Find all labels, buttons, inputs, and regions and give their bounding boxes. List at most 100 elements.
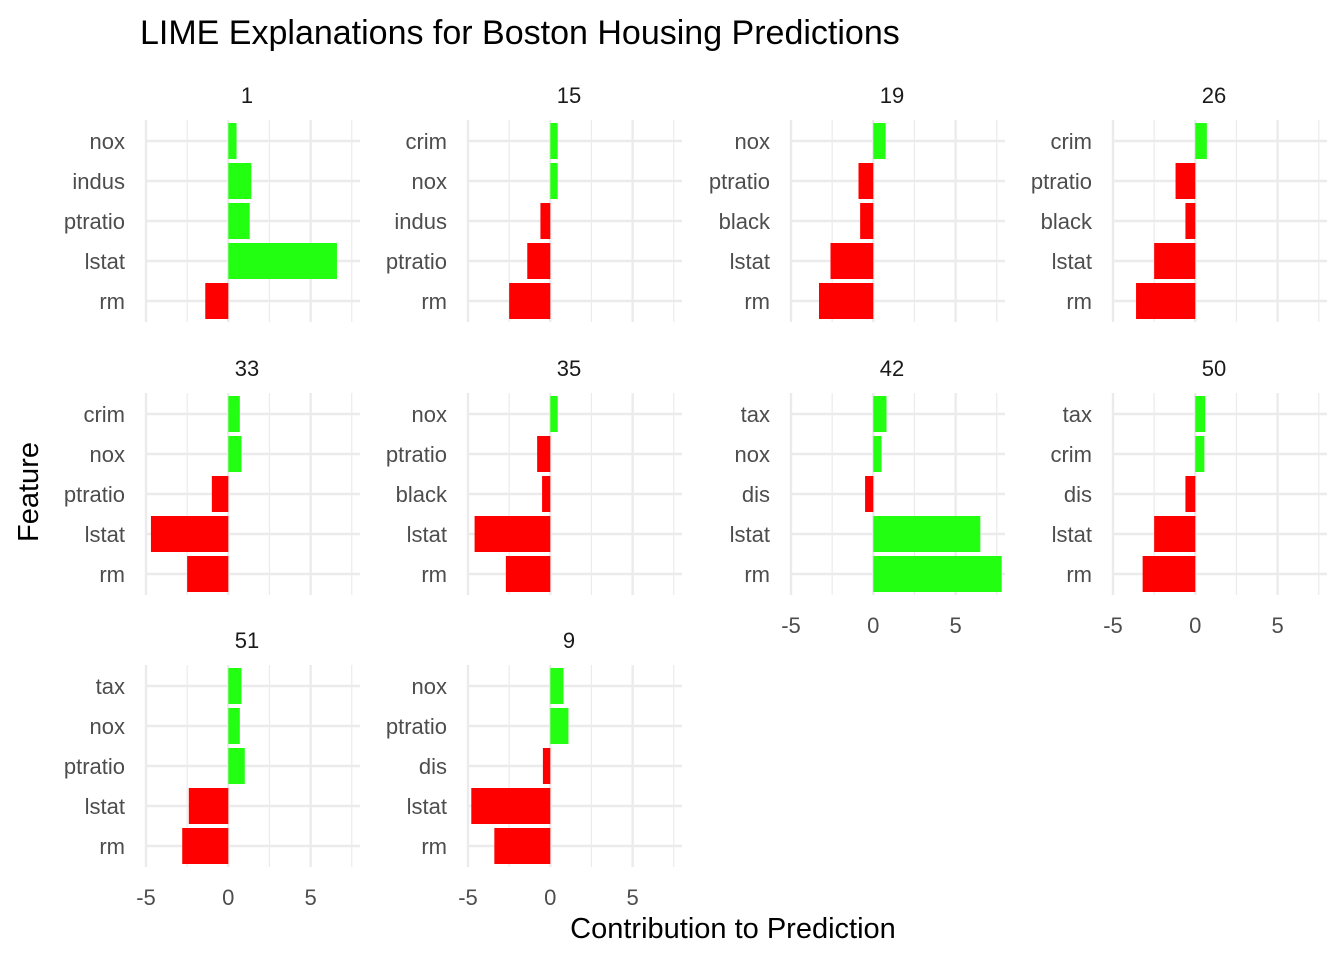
facet-strip-label: 15 [557,83,581,108]
category-label: rm [421,562,447,587]
x-axis-title: Contribution to Prediction [570,913,896,945]
category-label: crim [83,402,125,427]
category-label: ptratio [386,442,447,467]
category-label: nox [90,129,125,154]
x-tick-label: -5 [1103,613,1123,638]
category-label: lstat [85,249,125,274]
category-label: lstat [85,522,125,547]
bar-dis [1185,476,1196,512]
category-label: black [396,482,448,507]
category-label: black [1041,209,1093,234]
x-tick-label: -5 [781,613,801,638]
bar-nox [550,163,558,199]
bar-dis [865,476,874,512]
category-label: dis [419,754,447,779]
bar-lstat [150,516,229,552]
bar-black [860,203,874,239]
category-label: tax [741,402,770,427]
bar-nox [228,708,240,744]
x-tick-label: 5 [1271,613,1283,638]
category-label: nox [90,714,125,739]
bar-ptratio [1175,163,1196,199]
category-label: nox [735,129,770,154]
bar-rm [873,556,1002,592]
bar-tax [228,668,242,704]
category-label: crim [1050,129,1092,154]
bar-lstat [1154,243,1196,279]
facet-strip-label: 19 [880,83,904,108]
category-label: indus [394,209,447,234]
bar-indus [228,163,252,199]
x-tick-label: -5 [458,885,478,910]
facet-strip-label: 1 [241,83,253,108]
bar-rm [818,283,874,319]
bar-rm [1136,283,1196,319]
bar-indus [540,203,551,239]
category-label: nox [412,674,447,699]
facet-panels: 1 nox indus ptratio lstat rm 15 crim nox indus ptr… [64,83,1327,910]
x-tick-label: 0 [544,885,556,910]
category-label: ptratio [386,714,447,739]
x-tick-label: 0 [867,613,879,638]
bar-black [542,476,551,512]
category-label: tax [1063,402,1092,427]
x-tick-label: -5 [136,885,156,910]
bar-rm [509,283,551,319]
category-label: rm [744,289,770,314]
category-label: nox [412,169,447,194]
category-label: ptratio [1031,169,1092,194]
category-label: crim [405,129,447,154]
category-label: nox [90,442,125,467]
facet-panel-1: 1 nox indus ptratio lstat rm [64,83,360,322]
bar-rm [182,828,229,864]
facet-strip-label: 50 [1202,356,1226,381]
facet-panel-15: 15 crim nox indus ptratio rm [386,83,682,322]
category-label: lstat [407,522,447,547]
bar-lstat [474,516,551,552]
category-label: nox [412,402,447,427]
facet-panel-42: 42 tax nox dis lstat rm -5 0 5 [730,356,1005,638]
facet-strip-label: 26 [1202,83,1226,108]
bar-dis [542,748,551,784]
bar-nox [550,668,564,704]
bar-black [1185,203,1196,239]
category-label: ptratio [386,249,447,274]
facet-panel-50: 50 tax crim dis lstat rm -5 0 5 [1050,356,1327,638]
category-label: rm [1066,562,1092,587]
bar-crim [1195,436,1205,472]
category-label: rm [99,834,125,859]
chart-title: LIME Explanations for Boston Housing Pre… [140,14,900,52]
bar-ptratio [858,163,874,199]
category-label: lstat [407,794,447,819]
facet-strip-label: 51 [235,628,259,653]
y-axis-title: Feature [13,442,45,542]
category-label: tax [96,674,125,699]
category-label: lstat [730,522,770,547]
category-label: nox [735,442,770,467]
bar-tax [1195,396,1206,432]
category-label: dis [1064,482,1092,507]
facet-panel-35: 35 nox ptratio black lstat rm [386,356,682,595]
bar-rm [205,283,229,319]
bar-rm [187,556,229,592]
facet-strip-label: 9 [563,628,575,653]
bar-ptratio [228,203,250,239]
bar-nox [228,123,237,159]
category-label: ptratio [64,754,125,779]
facet-strip-label: 33 [235,356,259,381]
category-label: indus [72,169,125,194]
bar-ptratio [537,436,551,472]
bar-ptratio [211,476,229,512]
facet-strip-label: 35 [557,356,581,381]
category-label: rm [421,289,447,314]
x-tick-label: 0 [1189,613,1201,638]
category-label: rm [99,562,125,587]
facet-panel-26: 26 crim ptratio black lstat rm [1031,83,1327,322]
bar-rm [505,556,551,592]
x-tick-label: 5 [626,885,638,910]
category-label: rm [99,289,125,314]
bar-tax [873,396,887,432]
category-label: dis [742,482,770,507]
category-label: lstat [1052,249,1092,274]
bar-ptratio [550,708,569,744]
